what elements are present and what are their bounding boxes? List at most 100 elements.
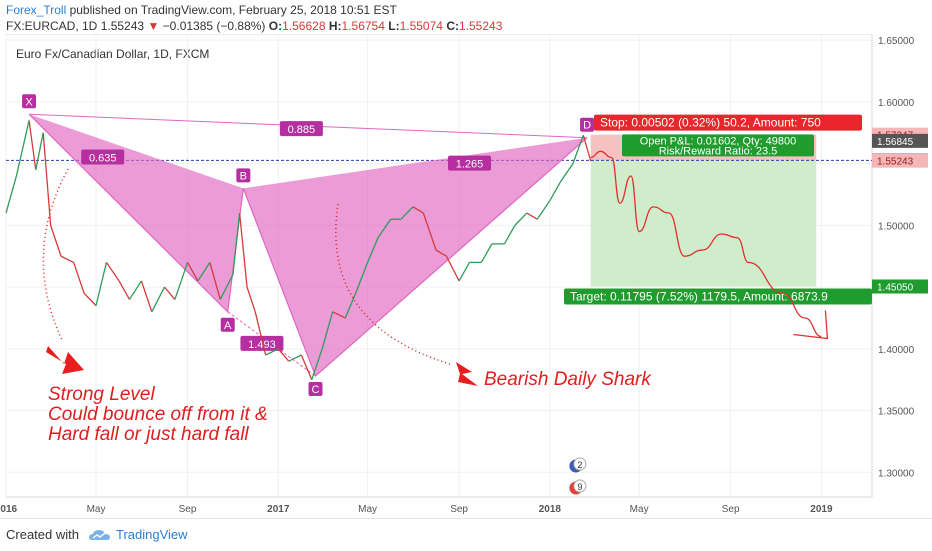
event-markers[interactable]: 29 (568, 457, 587, 496)
price-segment (480, 243, 493, 263)
price-segment (219, 274, 234, 300)
price-segment (536, 200, 551, 220)
y-tick-label: 1.35000 (878, 407, 915, 418)
price-tag-label: 1.45050 (877, 282, 914, 293)
point-label-a: A (224, 320, 232, 332)
price-segment (151, 286, 166, 313)
price-segment (445, 255, 460, 282)
profit-zone (590, 160, 817, 287)
price-tag-label: 1.56845 (877, 137, 914, 148)
x-tick-label: 2016 (0, 504, 18, 515)
y-tick-label: 1.30000 (878, 468, 915, 479)
stop-label: Stop: 0.00502 (0.32%) 50.2, Amount: 750 (600, 116, 821, 130)
shark-arrow-icon (456, 362, 478, 386)
y-tick-label: 1.40000 (878, 345, 915, 356)
x-tick-label: May (87, 504, 106, 515)
price-tag[interactable] (872, 153, 928, 168)
footer: Created with TradingView (0, 518, 932, 551)
price-segment (140, 280, 153, 313)
pnl-label: Open P&L: 0.01602, Qty: 49800 (640, 135, 797, 147)
price-segment (458, 262, 471, 282)
author-link[interactable]: Forex_Troll (6, 3, 67, 17)
y-tick-label: 1.60000 (878, 98, 915, 109)
price-tag-label: 1.55243 (877, 157, 914, 168)
chart-title: Euro Fx/Canadian Dollar, 1D, FXCM (16, 47, 209, 61)
x-axis[interactable]: 2016 May Sep 2017 May Sep 2018 May Sep 2019 (0, 504, 833, 515)
y-axis[interactable]: 1.650001.600001.550001.500001.450001.400… (872, 36, 928, 479)
price-segment (265, 348, 279, 356)
price-segment (83, 292, 97, 307)
x-tick-label: May (630, 504, 649, 515)
point-label-c: C (312, 384, 320, 396)
event-count-badge (573, 479, 587, 493)
strong-level-text: Could bounce off from it & (48, 404, 268, 425)
point-badge[interactable] (220, 317, 235, 332)
chart-header: Forex_Troll published on TradingView.com… (0, 0, 932, 34)
x-tick-label: May (358, 504, 377, 515)
price-segment (355, 262, 369, 294)
point-badge[interactable] (580, 117, 595, 132)
x-tick-label: 2019 (810, 504, 833, 515)
ratio-label: 1.265 (456, 159, 484, 171)
price-segment (28, 120, 37, 170)
price-segment (435, 249, 447, 257)
risk-reward-label: Risk/Reward Ratio: 23.5 (659, 145, 778, 157)
tradingview-cloud-icon (89, 530, 110, 540)
price-tag[interactable] (872, 279, 928, 294)
price-segment (572, 135, 584, 164)
ratio-badge[interactable] (279, 121, 323, 137)
price-segment (377, 218, 392, 239)
down-arrow-icon: ▼ (147, 19, 160, 33)
event-count: 2 (577, 460, 582, 470)
point-badge[interactable] (308, 382, 323, 397)
forecast-path[interactable] (590, 150, 829, 340)
y-tick-label: 1.65000 (878, 36, 915, 47)
price-segment (128, 280, 142, 300)
symbol-label: FX:EURCAD, 1D (6, 19, 98, 33)
strong-level-text: Strong Level (48, 384, 155, 405)
price-segment (73, 262, 85, 294)
strong-level-arrow-icon (46, 346, 84, 374)
point-badge[interactable] (236, 168, 251, 183)
price-segment (288, 354, 302, 362)
price-tag[interactable] (872, 133, 928, 148)
ratio-label: 0.635 (89, 152, 117, 164)
publish-info: published on TradingView.com, February 2… (66, 3, 397, 17)
position-tool[interactable]: Stop: 0.00502 (0.32%) 50.2, Amount: 750 O… (6, 114, 872, 305)
target-label: Target: 0.11795 (7.52%) 1179.5, Amount: … (570, 289, 828, 303)
ratio-badge[interactable] (81, 149, 125, 165)
stop-label-box (594, 114, 862, 131)
bcd-triangle (243, 137, 588, 377)
x-tick-label: Sep (722, 504, 740, 515)
ac-line (227, 311, 316, 377)
publish-line: Forex_Troll published on TradingView.com… (6, 3, 397, 17)
price-segment (254, 311, 267, 356)
low-value: 1.55074 (399, 19, 443, 33)
event-count-badge (573, 457, 587, 471)
pnl-box (622, 134, 814, 157)
price-change: −0.01385 (−0.88%) (162, 19, 266, 33)
price-segment (50, 225, 62, 257)
point-label-b: B (240, 170, 247, 182)
ratio-badge[interactable] (240, 335, 284, 351)
harmonic-pattern[interactable]: X A B C D 0.885 0.635 1.265 1.493 (22, 94, 595, 397)
target-label-box (564, 288, 872, 305)
tradingview-brand[interactable]: TradingView (116, 527, 188, 542)
price-segment (209, 262, 221, 300)
strong-level-text: Hard fall or just hard fall (48, 424, 249, 445)
quote-line: FX:EURCAD, 1D 1.55243 ▼ −0.01385 (−0.88%… (6, 19, 502, 33)
price-series (5, 120, 592, 380)
low-label: L: (388, 19, 400, 33)
price-segment (412, 206, 424, 214)
price-segment (422, 212, 437, 251)
point-badge[interactable] (22, 94, 37, 109)
ratio-badge[interactable] (448, 155, 492, 171)
price-segment (232, 212, 241, 275)
high-value: 1.56754 (341, 19, 385, 33)
price-segment (186, 262, 199, 282)
pattern-legs (28, 113, 588, 378)
ratio-label: 0.885 (288, 124, 316, 136)
price-chart[interactable]: Euro Fx/Canadian Dollar, 1D, FXCM Stop: … (0, 34, 932, 518)
price-segment (344, 293, 357, 319)
